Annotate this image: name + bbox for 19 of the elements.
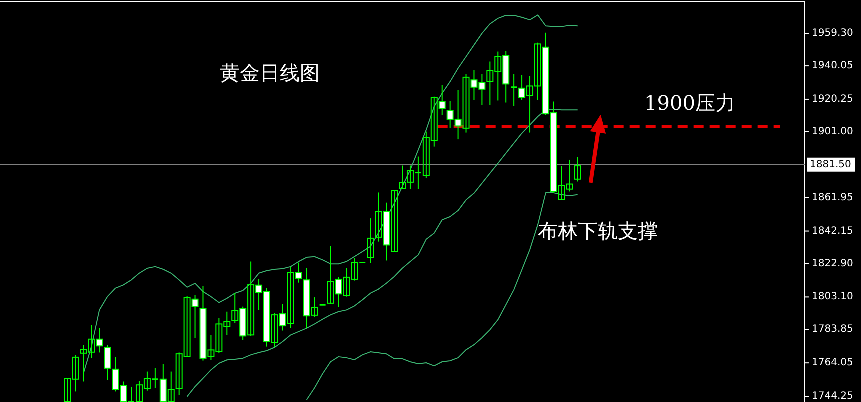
y-tick-label: 1783.85 — [812, 324, 854, 336]
candlestick — [367, 218, 374, 264]
y-tick-label: 1764.05 — [812, 358, 854, 369]
ref-line-label: 1900压力 — [644, 90, 736, 115]
y-tick-label: 1744.25 — [812, 391, 854, 402]
text: 黄金日线图 — [220, 61, 320, 85]
y-tick-label: 1959.30 — [812, 28, 854, 40]
y-tick-label: 1901.00 — [812, 126, 854, 138]
y-tick-label: 1842.15 — [812, 226, 854, 237]
y-tick-label: 1822.90 — [812, 258, 854, 270]
y-tick-label: 1803.10 — [812, 292, 854, 303]
candlestick — [510, 74, 518, 107]
ref-line-label: 1881.50 — [810, 159, 852, 170]
candlestick — [104, 344, 112, 381]
y-tick-label: 1940.05 — [812, 60, 854, 72]
y-tick-label: 1861.95 — [812, 192, 854, 204]
candlestick — [574, 156, 582, 182]
annotation: 布林下轨支撑 — [538, 219, 658, 243]
y-tick-label: 1920.25 — [812, 94, 854, 105]
